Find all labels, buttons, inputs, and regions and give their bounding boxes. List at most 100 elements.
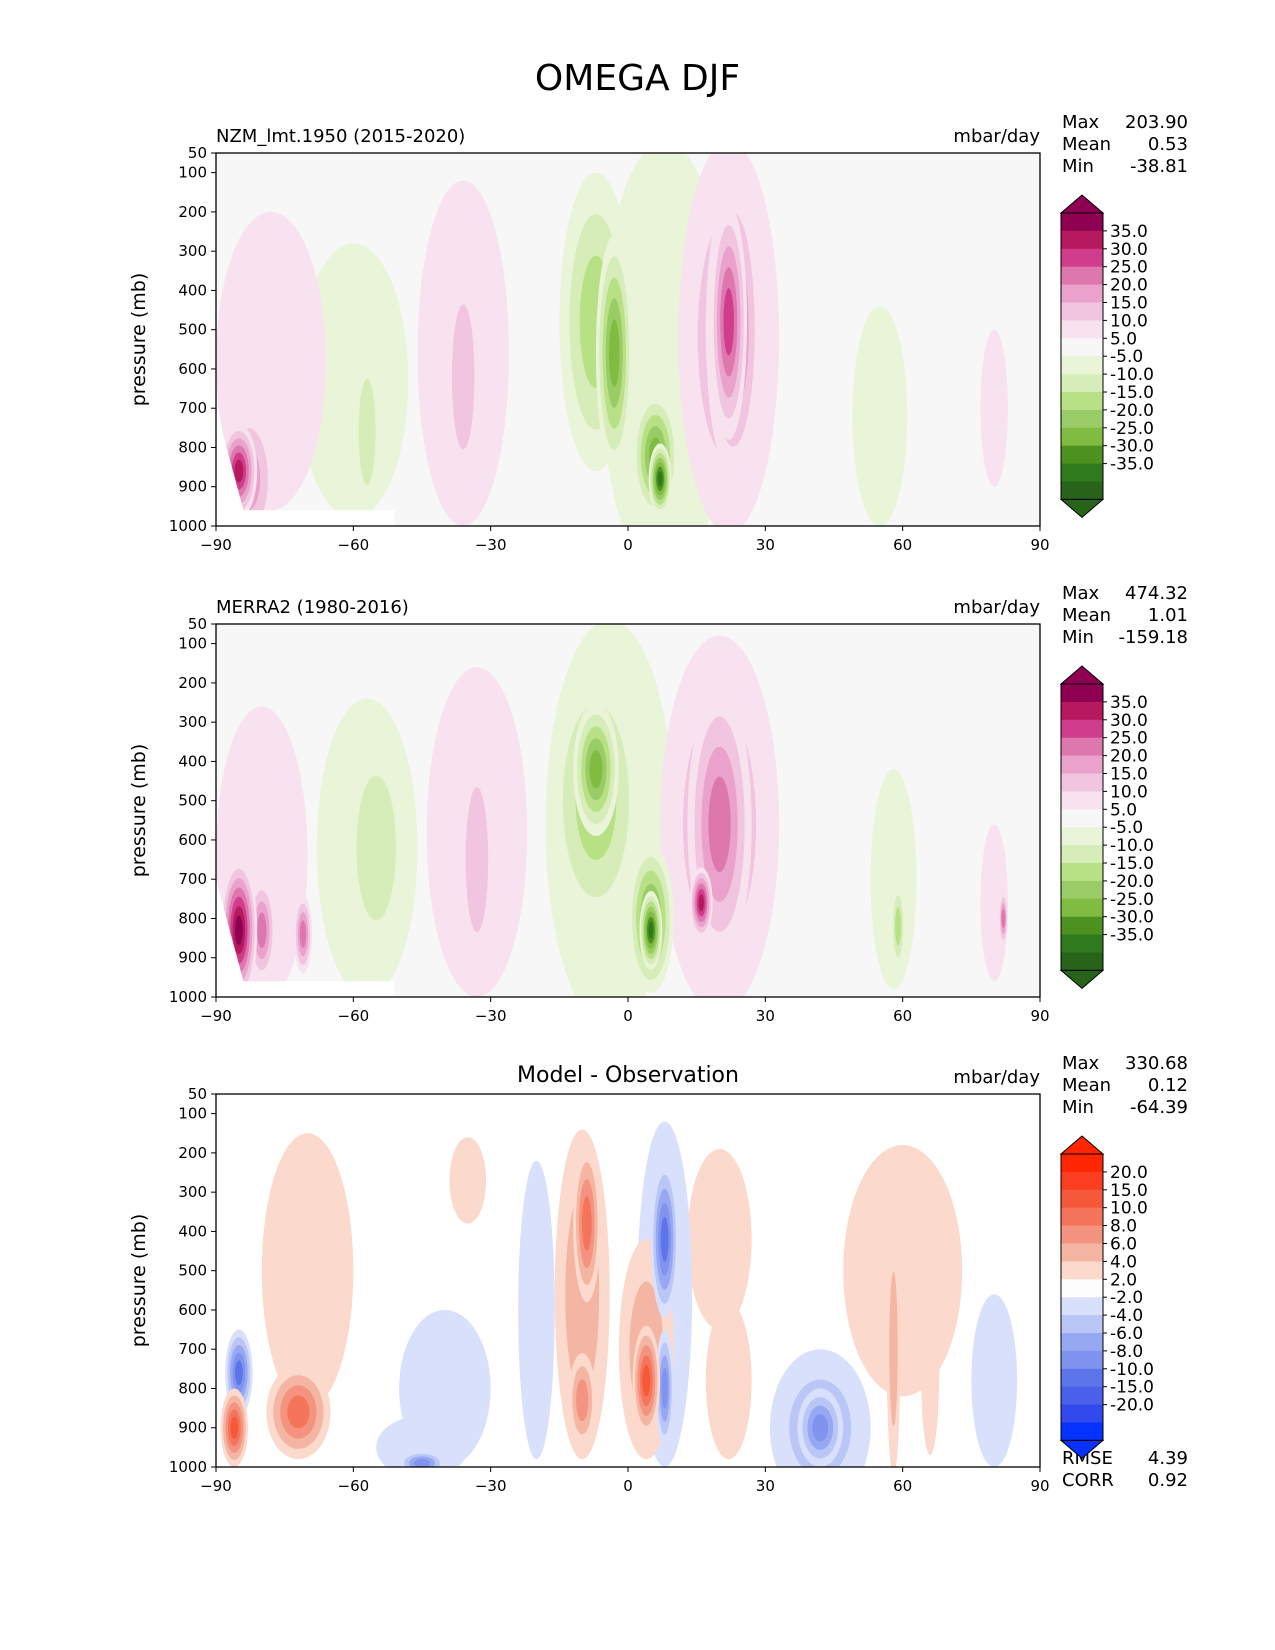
y-tick-label: 50 bbox=[188, 144, 207, 162]
colorbar-label: 8.0 bbox=[1110, 1217, 1137, 1237]
colorbar-extend-bottom bbox=[1059, 969, 1105, 990]
y-tick-label: 700 bbox=[178, 1340, 207, 1358]
colorbar-segment bbox=[1061, 845, 1103, 864]
contour-band bbox=[852, 306, 908, 526]
colorbar-segment bbox=[1061, 827, 1103, 846]
contour-band bbox=[1001, 908, 1006, 929]
colorbar-label: -35.0 bbox=[1110, 926, 1154, 946]
y-tick-label: 800 bbox=[178, 1379, 207, 1397]
y-tick-label: 200 bbox=[178, 1144, 207, 1162]
colorbar-label: 35.0 bbox=[1110, 693, 1148, 713]
x-tick-label: −30 bbox=[475, 536, 507, 554]
masked-region bbox=[216, 879, 395, 997]
colorbar: 35.030.025.020.015.010.05.0-5.0-10.0-15.… bbox=[1059, 194, 1154, 519]
contour-band bbox=[661, 1367, 668, 1409]
colorbar-label: -6.0 bbox=[1110, 1324, 1143, 1344]
stat-value: 4.39 bbox=[1148, 1448, 1188, 1469]
contour-band bbox=[230, 1416, 239, 1439]
colorbar-label: 10.0 bbox=[1110, 1199, 1148, 1219]
y-tick-label: 600 bbox=[178, 360, 207, 378]
stat-label: CORR bbox=[1062, 1470, 1114, 1491]
contour-band bbox=[609, 319, 620, 387]
contour-band bbox=[358, 378, 376, 485]
colorbar: 20.015.010.08.06.04.02.0-2.0-4.0-6.0-8.0… bbox=[1059, 1135, 1154, 1460]
colorbar-label: 15.0 bbox=[1110, 294, 1148, 314]
x-tick-label: −90 bbox=[200, 1007, 232, 1025]
colorbar-label: 30.0 bbox=[1110, 711, 1148, 731]
colorbar-segment bbox=[1061, 1225, 1103, 1244]
colorbar-label: 4.0 bbox=[1110, 1252, 1137, 1272]
y-tick-label: 1000 bbox=[169, 517, 207, 535]
contour-band bbox=[723, 288, 734, 356]
y-tick-label: 400 bbox=[178, 281, 207, 299]
colorbar-label: -5.0 bbox=[1110, 347, 1143, 367]
colorbar-segment bbox=[1061, 1404, 1103, 1423]
stat-value: -38.81 bbox=[1130, 156, 1188, 177]
y-tick-label: 50 bbox=[188, 615, 207, 633]
x-tick-label: 0 bbox=[623, 536, 633, 554]
units-label: mbar/day bbox=[953, 1067, 1040, 1088]
colorbar-segment bbox=[1061, 1368, 1103, 1388]
contour-band bbox=[235, 915, 243, 946]
colorbar-segment bbox=[1061, 684, 1103, 703]
y-tick-label: 700 bbox=[178, 399, 207, 417]
x-tick-label: −60 bbox=[338, 1477, 370, 1495]
y-tick-label: 100 bbox=[178, 164, 207, 182]
colorbar-segment bbox=[1061, 213, 1103, 232]
colorbar-segment bbox=[1061, 1422, 1103, 1441]
y-tick-label: 600 bbox=[178, 1301, 207, 1319]
stat-label: Max bbox=[1062, 112, 1100, 133]
stat-label: Max bbox=[1062, 1053, 1100, 1074]
colorbar-segment bbox=[1061, 481, 1103, 500]
colorbar-segment bbox=[1061, 1279, 1103, 1298]
colorbar-segment bbox=[1061, 230, 1103, 250]
colorbar-label: 30.0 bbox=[1110, 240, 1148, 260]
colorbar-segment bbox=[1061, 737, 1103, 757]
colorbar-segment bbox=[1061, 427, 1103, 447]
y-tick-label: 600 bbox=[178, 831, 207, 849]
colorbar-segment bbox=[1061, 1297, 1103, 1316]
contour-band bbox=[299, 920, 307, 948]
colorbar-label: 2.0 bbox=[1110, 1270, 1137, 1290]
y-tick-label: 300 bbox=[178, 1183, 207, 1201]
colorbar-label: -25.0 bbox=[1110, 419, 1154, 439]
y-tick-label: 500 bbox=[178, 321, 207, 339]
contour-band bbox=[234, 1360, 243, 1386]
contour-field bbox=[216, 624, 1008, 997]
stat-value: 203.90 bbox=[1125, 112, 1188, 133]
contour-band bbox=[660, 1216, 669, 1262]
stat-value: 0.92 bbox=[1148, 1470, 1188, 1491]
contour-band bbox=[870, 769, 917, 990]
colorbar-segment bbox=[1061, 1315, 1103, 1334]
colorbar-segment bbox=[1061, 1207, 1103, 1227]
colorbar-segment bbox=[1061, 1386, 1103, 1406]
colorbar-segment bbox=[1061, 1154, 1103, 1173]
colorbar-segment bbox=[1061, 1171, 1103, 1191]
contour-band bbox=[708, 776, 731, 873]
x-tick-label: 0 bbox=[623, 1477, 633, 1495]
stat-value: 0.12 bbox=[1148, 1075, 1188, 1096]
contour-band bbox=[642, 1364, 651, 1397]
contour-band bbox=[698, 894, 705, 912]
contour-field bbox=[220, 1121, 1018, 1467]
panel-title: Model - Observation bbox=[517, 1063, 739, 1088]
contour-band bbox=[843, 1145, 963, 1397]
colorbar-label: -10.0 bbox=[1110, 836, 1154, 856]
contour-band bbox=[895, 907, 902, 946]
contour-band bbox=[465, 787, 489, 933]
colorbar-label: -20.0 bbox=[1110, 401, 1154, 421]
stat-value: 1.01 bbox=[1148, 605, 1188, 626]
contour-band bbox=[812, 1414, 829, 1442]
colorbar-segment bbox=[1061, 338, 1103, 357]
colorbar-label: 25.0 bbox=[1110, 729, 1148, 749]
colorbar-label: -15.0 bbox=[1110, 1378, 1154, 1398]
colorbar-label: 20.0 bbox=[1110, 276, 1148, 296]
colorbar-label: 35.0 bbox=[1110, 222, 1148, 242]
contour-band bbox=[980, 329, 1008, 487]
y-axis-label: pressure (mb) bbox=[128, 1214, 150, 1348]
contour-band bbox=[261, 1133, 354, 1409]
contour-band bbox=[971, 1294, 1018, 1467]
colorbar-label: -5.0 bbox=[1110, 818, 1143, 838]
stat-label: Mean bbox=[1062, 1075, 1111, 1096]
y-tick-label: 300 bbox=[178, 713, 207, 731]
